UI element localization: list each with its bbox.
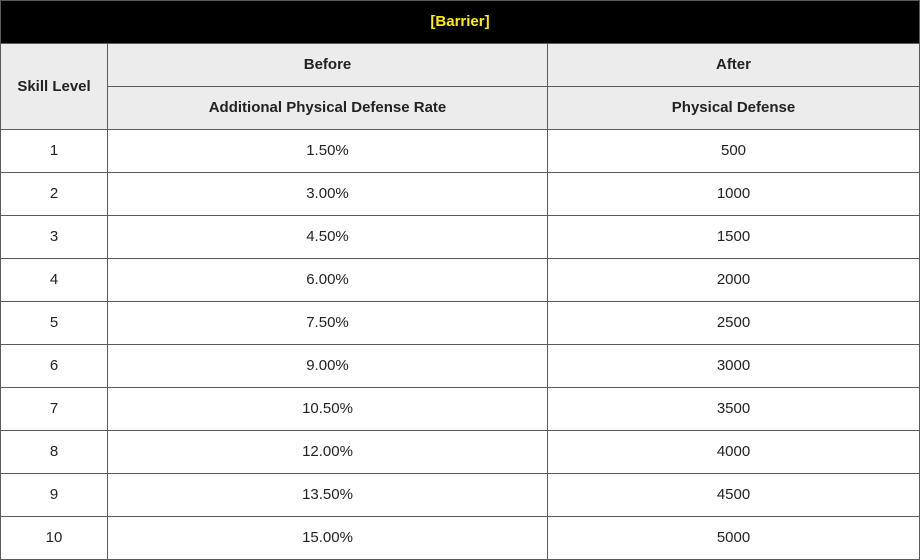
table-row: 9 13.50% 4500 — [0, 473, 920, 517]
after-value-cell: 2500 — [547, 301, 920, 345]
before-header: Before — [107, 43, 548, 87]
after-value-cell: 1000 — [547, 172, 920, 216]
skill-level-cell: 8 — [0, 430, 108, 474]
skill-level-cell: 2 — [0, 172, 108, 216]
after-value-cell: 5000 — [547, 516, 920, 560]
before-value-cell: 13.50% — [107, 473, 548, 517]
table-body: 1 1.50% 500 2 3.00% 1000 3 4.50% 1500 4 … — [0, 129, 920, 560]
before-value-cell: 15.00% — [107, 516, 548, 560]
after-value-cell: 1500 — [547, 215, 920, 259]
skill-level-cell: 6 — [0, 344, 108, 388]
table-row: 3 4.50% 1500 — [0, 215, 920, 259]
before-value-cell: 10.50% — [107, 387, 548, 431]
after-header: After — [547, 43, 920, 87]
skill-level-cell: 9 — [0, 473, 108, 517]
table-row: 2 3.00% 1000 — [0, 172, 920, 216]
skill-level-cell: 7 — [0, 387, 108, 431]
table-title: [Barrier] — [0, 0, 920, 44]
table-row: 10 15.00% 5000 — [0, 516, 920, 560]
table-row: 7 10.50% 3500 — [0, 387, 920, 431]
table-row: 4 6.00% 2000 — [0, 258, 920, 302]
skill-level-cell: 3 — [0, 215, 108, 259]
after-value-cell: 2000 — [547, 258, 920, 302]
skill-level-cell: 4 — [0, 258, 108, 302]
after-value-cell: 4500 — [547, 473, 920, 517]
table-row: 6 9.00% 3000 — [0, 344, 920, 388]
skill-level-cell: 10 — [0, 516, 108, 560]
table-row: 8 12.00% 4000 — [0, 430, 920, 474]
before-subheader: Additional Physical Defense Rate — [107, 86, 548, 130]
before-value-cell: 3.00% — [107, 172, 548, 216]
table-header: [Barrier] Skill Level Before After Addit… — [0, 0, 920, 130]
table-row: 5 7.50% 2500 — [0, 301, 920, 345]
title-row: [Barrier] — [0, 0, 920, 44]
before-value-cell: 1.50% — [107, 129, 548, 173]
after-value-cell: 3500 — [547, 387, 920, 431]
skill-level-cell: 5 — [0, 301, 108, 345]
header-row-2: Additional Physical Defense Rate Physica… — [1, 86, 920, 130]
before-value-cell: 12.00% — [107, 430, 548, 474]
before-value-cell: 4.50% — [107, 215, 548, 259]
after-value-cell: 4000 — [547, 430, 920, 474]
table-row: 1 1.50% 500 — [0, 129, 920, 173]
skill-level-header: Skill Level — [0, 43, 108, 130]
before-value-cell: 6.00% — [107, 258, 548, 302]
after-value-cell: 500 — [547, 129, 920, 173]
before-value-cell: 7.50% — [107, 301, 548, 345]
after-value-cell: 3000 — [547, 344, 920, 388]
header-row-1: Skill Level Before After — [0, 43, 920, 130]
skill-level-cell: 1 — [0, 129, 108, 173]
after-subheader: Physical Defense — [547, 86, 920, 130]
before-value-cell: 9.00% — [107, 344, 548, 388]
